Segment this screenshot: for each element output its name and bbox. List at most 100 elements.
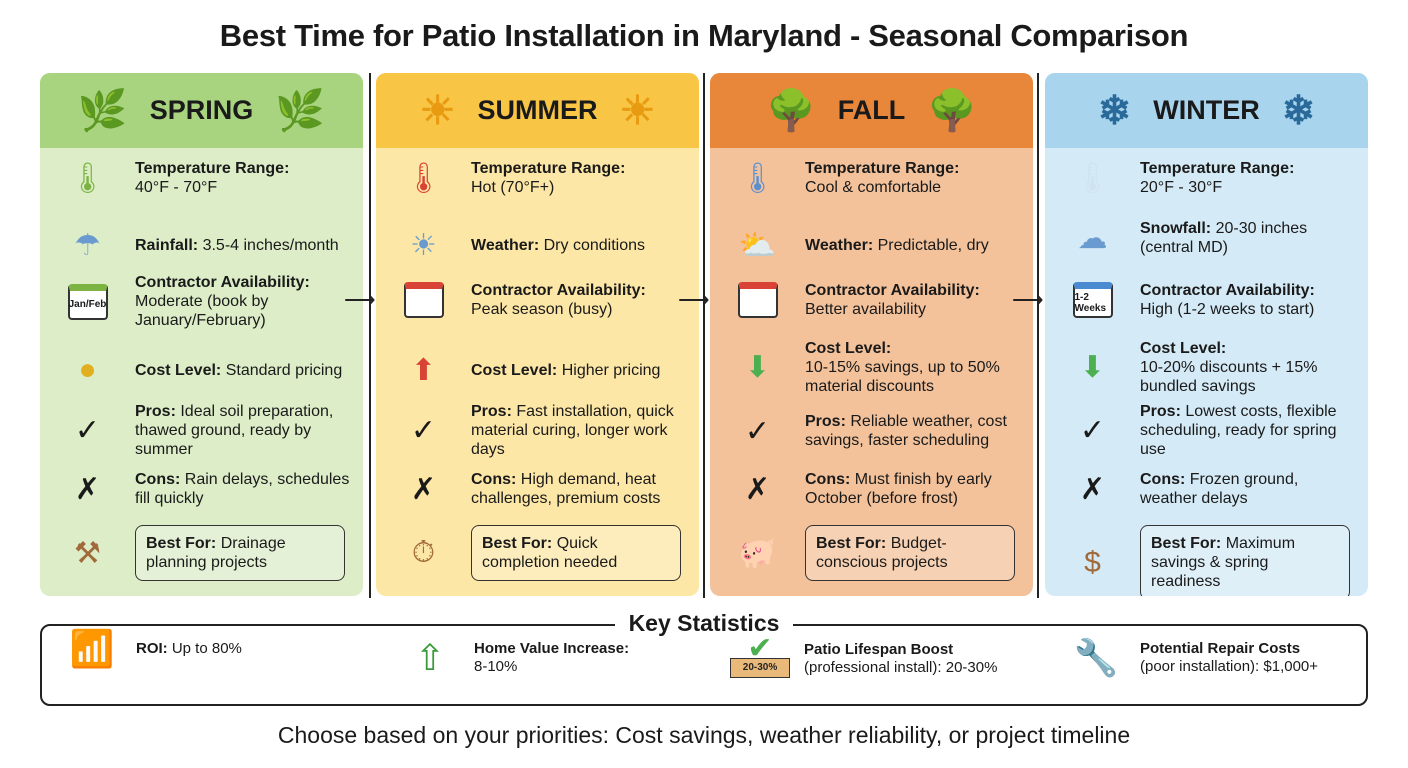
text: Rain delays, schedules fill quickly <box>135 471 350 507</box>
text: Temperature Range: <box>471 160 626 177</box>
weather-info: Weather: Dry conditions <box>471 236 655 255</box>
stat-label: Potential Repair Costs <box>1140 640 1301 657</box>
text: Better availability <box>805 301 926 318</box>
text: Moderate (book by January/February) <box>135 293 269 329</box>
temperature-range: Temperature Range: Cool & comfortable <box>805 159 969 197</box>
checkmark-icon: ✓ <box>744 414 771 448</box>
season-name: WINTER <box>1153 95 1260 125</box>
temperature-range: Temperature Range: Hot (70°F+) <box>471 159 635 197</box>
summer-header: ☀ SUMMER ☀ <box>376 73 699 148</box>
text <box>403 282 444 318</box>
text: Cool & comfortable <box>805 179 942 196</box>
text: 40°F - 70°F <box>135 179 218 196</box>
pros: Pros: Lowest costs, flexible scheduling,… <box>1140 402 1368 459</box>
contractor-availability: Contractor Availability: High (1-2 weeks … <box>1140 281 1325 319</box>
calendar-icon: Jan/Feb <box>40 283 135 320</box>
pros: Pros: Ideal soil preparation, thawed gro… <box>135 402 363 459</box>
text: 3.5-4 inches/month <box>202 237 339 254</box>
calendar-icon <box>710 282 805 318</box>
stat-value: (professional install): 20-30% <box>804 659 998 676</box>
summer-column: ☀ SUMMER ☀ 🌡 Temperature Range: Hot (70°F+… <box>376 73 699 596</box>
text: 10-15% savings, up to 50% material disco… <box>805 359 1000 395</box>
stat-repair: 🔧 Potential Repair Costs (poor installati… <box>1066 640 1318 676</box>
contractor-availability: Contractor Availability: Better availabil… <box>805 281 990 319</box>
text: Ideal soil preparation, thawed ground, r… <box>135 403 334 458</box>
text: Reliable weather, cost savings, faster s… <box>805 413 1007 449</box>
divider <box>703 73 705 598</box>
snow-cloud-icon: ☁ <box>1077 221 1108 255</box>
winter-column: ❄ WINTER ❄ 🌡 Temperature Range: 20°F - 30°… <box>1045 73 1368 596</box>
thermometer-icon: 🌡 <box>738 161 777 195</box>
divider <box>1037 73 1039 598</box>
branch-sun-icon: 🌿 <box>275 88 326 133</box>
text: Pros: <box>805 413 846 430</box>
calendar-icon <box>376 282 471 318</box>
season-name: SUMMER <box>477 95 598 125</box>
cons: Cons: Frozen ground, weather delays <box>1140 470 1368 508</box>
text: Temperature Range: <box>1140 160 1295 177</box>
money-bag-icon: $ <box>1084 545 1101 579</box>
text: Temperature Range: <box>805 160 960 177</box>
text: Higher pricing <box>561 362 661 379</box>
x-mark-icon: ✗ <box>1079 472 1106 506</box>
divider <box>369 73 371 598</box>
text: 10-20% discounts + 15% bundled savings <box>1140 359 1318 395</box>
text: Jan/Feb <box>67 283 108 320</box>
stat-lifespan: ✔ 20-30% Patio Lifespan Boost (professiona… <box>730 634 998 678</box>
x-mark-icon: ✗ <box>74 472 101 506</box>
cost-level: Cost Level: 10-15% savings, up to 50% mat… <box>805 339 1033 396</box>
best-for: Best For: Drainage planning projects <box>135 525 345 581</box>
pros: Pros: Reliable weather, cost savings, fa… <box>805 412 1033 450</box>
branch-sun-icon: 🌿 <box>77 88 128 133</box>
thermometer-icon: 🌡 <box>1073 161 1112 195</box>
spring-column: 🌿 SPRING 🌿 🌡 Temperature Range: 40°F - 70°… <box>40 73 363 596</box>
text: High demand, heat challenges, premium co… <box>471 471 661 507</box>
thermometer-icon: 🌡 <box>404 161 443 195</box>
fall-header: 🌳 FALL 🌳 <box>710 73 1033 148</box>
coins-up-arrow-icon: ⬆ <box>410 354 437 387</box>
season-name: FALL <box>837 95 906 125</box>
contractor-availability: Contractor Availability: Moderate (book b… <box>135 273 363 330</box>
sun-icon: ☀ <box>419 88 456 133</box>
winter-header: ❄ WINTER ❄ <box>1045 73 1368 148</box>
sun-horizon-icon: ☀ <box>410 229 437 262</box>
temperature-range: Temperature Range: 40°F - 70°F <box>135 159 299 197</box>
cost-level: Cost Level: Standard pricing <box>135 361 352 380</box>
text: Best For: <box>482 535 553 552</box>
text: Cons: <box>805 471 851 488</box>
text: Cost Level: <box>135 361 222 379</box>
text: High (1-2 weeks to start) <box>1140 301 1315 318</box>
text: Snowfall: <box>1140 220 1212 237</box>
text: Predictable, dry <box>877 237 989 254</box>
text: Standard pricing <box>225 361 343 379</box>
text: Must finish by early October (before fro… <box>805 471 992 507</box>
coins-icon: ● <box>78 353 97 386</box>
house-arrow-icon: ⇧ <box>414 637 446 678</box>
weather-info: Weather: Predictable, dry <box>805 236 999 255</box>
text: 20-30 inches (central MD) <box>1140 220 1308 256</box>
arrow-right-icon: ⟶ <box>678 287 710 312</box>
text: Contractor Availability: <box>1140 282 1315 299</box>
weather-info: Snowfall: 20-30 inches (central MD) <box>1140 219 1368 257</box>
text: Pros: <box>135 403 176 420</box>
cons: Cons: Rain delays, schedules fill quickl… <box>135 470 363 508</box>
wrench-dollar-icon: 🔧 <box>1073 637 1119 678</box>
checkmark-icon: ✓ <box>1079 414 1106 447</box>
piggy-bank-icon: 🐖 <box>738 536 777 570</box>
weather-info: Rainfall: 3.5-4 inches/month <box>135 236 349 255</box>
x-mark-icon: ✗ <box>410 472 437 506</box>
cons: Cons: Must finish by early October (befo… <box>805 470 1033 508</box>
text: Pros: <box>1140 403 1181 420</box>
cost-level: Cost Level: Higher pricing <box>471 361 670 380</box>
thermometer-icon: 🌡 <box>68 161 107 195</box>
badge: 20-30% <box>730 658 790 678</box>
text: Temperature Range: <box>135 160 290 177</box>
cost-level: Cost Level: 10-20% discounts + 15% bundle… <box>1140 339 1368 396</box>
text: Fast installation, quick material curing… <box>471 403 674 458</box>
text: Best For: <box>1151 535 1222 552</box>
stat-label: Home Value Increase: <box>474 640 630 657</box>
arrow-right-icon: ⟶ <box>344 287 376 312</box>
text: Pros: <box>471 403 512 420</box>
snowflake-icon: ❄ <box>1281 88 1316 133</box>
text: Rainfall: <box>135 237 199 254</box>
